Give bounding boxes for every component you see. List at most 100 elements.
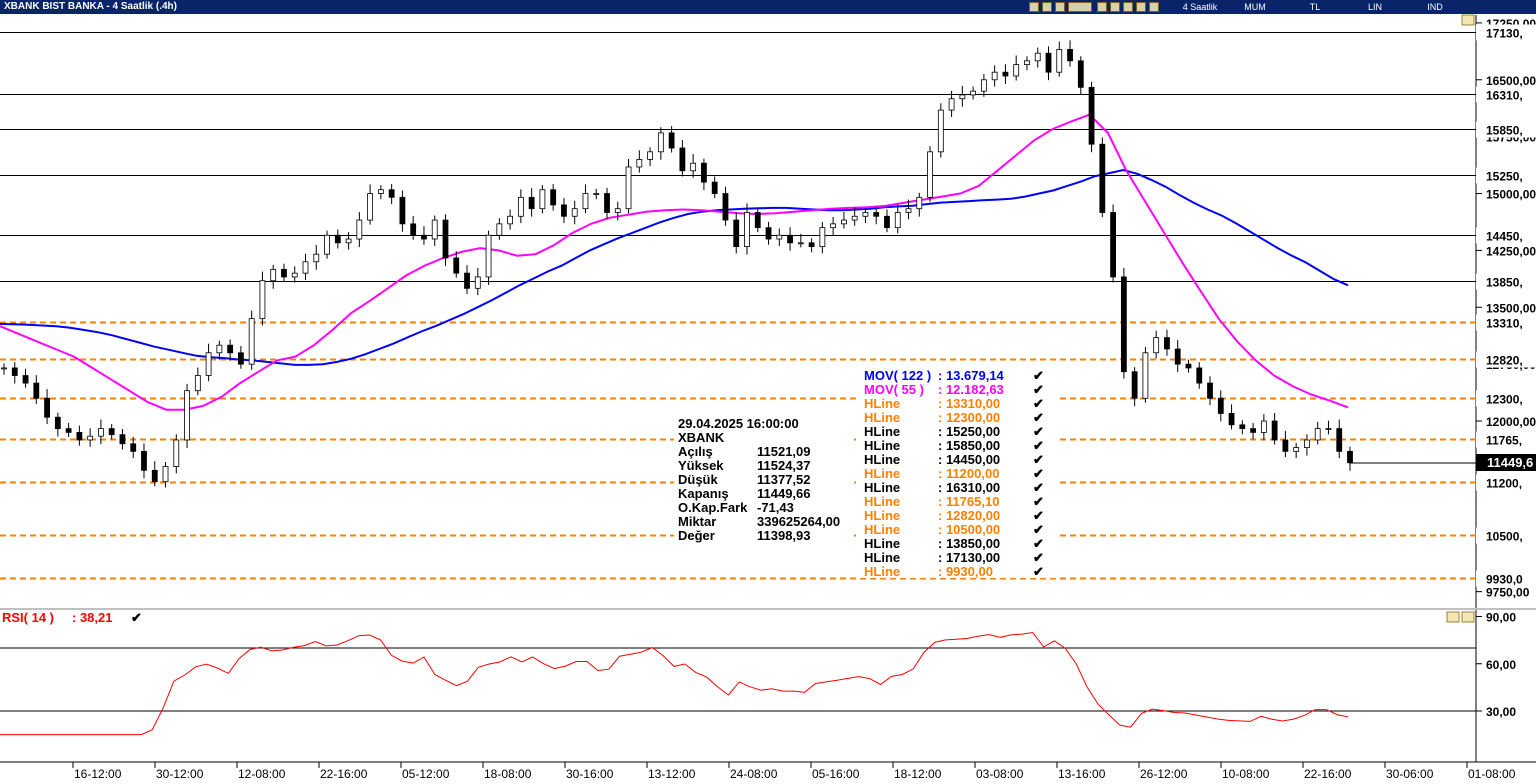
legend-value-7: : 11200,00: [938, 466, 999, 481]
candle-body-97: [1045, 52, 1052, 73]
candle-body-67: [722, 193, 729, 221]
tools-icon[interactable]: [1149, 2, 1159, 12]
candle-body-25: [270, 268, 277, 282]
hline-label-bg-5: [1476, 273, 1536, 290]
candle-body-115: [1239, 424, 1246, 430]
candle-body-1: [11, 367, 18, 376]
zoom-icon[interactable]: [1110, 2, 1120, 12]
scale-label[interactable]: LIN: [1367, 2, 1382, 12]
info-row-value-3: 11449,66: [757, 486, 811, 501]
legend-check-icon-13[interactable]: ✔: [1033, 550, 1044, 565]
rsi-tick-2: 30,00: [1486, 705, 1516, 719]
candle-body-102: [1099, 143, 1106, 213]
candle-body-29: [313, 253, 320, 263]
rsi-close-icon[interactable]: [1461, 611, 1475, 623]
legend-check-icon-1[interactable]: ✔: [1033, 382, 1044, 397]
hline-label-1: 16310,: [1486, 89, 1523, 103]
legend-check-icon-10[interactable]: ✔: [1033, 508, 1044, 523]
rsi-check-icon[interactable]: ✔: [131, 610, 142, 625]
candle-body-39: [421, 234, 427, 240]
candle-body-96: [1034, 52, 1041, 62]
time-tick-7: 13-12:00: [648, 767, 696, 781]
grid-icon[interactable]: [1097, 2, 1107, 12]
legend-check-icon-5[interactable]: ✔: [1033, 438, 1044, 453]
legend-check-icon-0[interactable]: ✔: [1033, 368, 1044, 383]
rsi-panel[interactable]: RSI( 14 ) : 38,21 ✔ 90,00 60,00 30,00: [0, 610, 1516, 736]
time-tick-5: 18-08:00: [484, 767, 532, 781]
candle-body-81: [873, 212, 880, 217]
legend-check-icon-2[interactable]: ✔: [1033, 396, 1044, 411]
time-tick-4: 05-12:00: [402, 767, 450, 781]
candle-body-82: [884, 215, 890, 229]
legend-value-0: : 13.679,14: [938, 368, 1005, 383]
candle-body-36: [388, 189, 395, 198]
legend-check-icon-9[interactable]: ✔: [1033, 494, 1044, 509]
candle-body-16: [173, 439, 180, 467]
legend-check-icon-12[interactable]: ✔: [1033, 536, 1044, 551]
time-tick-14: 10-08:00: [1222, 767, 1270, 781]
candle-body-66: [711, 181, 718, 194]
price-tick-1: 16500,00: [1486, 74, 1536, 88]
info-row-value-5: 339625264,00: [757, 514, 840, 529]
candle-body-40: [431, 219, 438, 240]
refresh-icon[interactable]: [1042, 2, 1052, 12]
legend-check-icon-7[interactable]: ✔: [1033, 466, 1044, 481]
time-tick-11: 03-08:00: [976, 767, 1024, 781]
candle-body-86: [927, 151, 933, 198]
legend-check-icon-8[interactable]: ✔: [1033, 480, 1044, 495]
candle-body-104: [1120, 276, 1127, 373]
legend-check-icon-11[interactable]: ✔: [1033, 522, 1044, 537]
info-row-label-2: Düşük: [678, 472, 719, 487]
pencil-icon[interactable]: [1136, 2, 1146, 12]
candle-body-77: [830, 223, 837, 229]
candle-body-30: [324, 234, 330, 255]
candle-label[interactable]: MUM: [1244, 2, 1266, 12]
candle-body-57: [614, 208, 621, 213]
candle-body-64: [690, 162, 697, 172]
candle-body-75: [808, 242, 815, 248]
candle-body-116: [1250, 428, 1256, 433]
candle-body-63: [679, 147, 686, 172]
period-label[interactable]: 4 Saatlik: [1182, 2, 1218, 12]
candle-body-61: [657, 132, 664, 153]
info-datetime: 29.04.2025 16:00:00: [678, 416, 799, 431]
panel-settings-icon[interactable]: [1461, 14, 1475, 26]
candle-body-70: [754, 212, 761, 229]
legend-check-icon-14[interactable]: ✔: [1033, 564, 1044, 579]
indicator-label[interactable]: IND: [1427, 2, 1443, 12]
candle-body-45: [485, 234, 492, 278]
time-tick-12: 13-16:00: [1058, 767, 1106, 781]
time-tick-16: 30-06:00: [1386, 767, 1434, 781]
candle-body-99: [1067, 49, 1073, 62]
candle-body-111: [1196, 367, 1203, 384]
hline-label-11: 10500,: [1486, 530, 1523, 544]
hline-label-bg-10: [1476, 474, 1536, 491]
legend-value-4: : 15250,00: [938, 424, 1000, 439]
candle-body-106: [1142, 352, 1149, 399]
legend-check-icon-3[interactable]: ✔: [1033, 410, 1044, 425]
legend-check-icon-6[interactable]: ✔: [1033, 452, 1044, 467]
time-tick-17: 01-08:00: [1468, 767, 1516, 781]
draw-icon[interactable]: [1123, 2, 1133, 12]
candle-body-120: [1293, 447, 1300, 452]
candle-body-48: [517, 196, 524, 217]
legend-check-icon-4[interactable]: ✔: [1033, 424, 1044, 439]
time-tick-1: 30-12:00: [156, 767, 204, 781]
period-select-icon[interactable]: [1068, 2, 1092, 12]
candle-body-105: [1131, 371, 1138, 399]
legend-name-6: HLine: [864, 452, 900, 467]
candle-body-117: [1260, 420, 1267, 433]
legend-name-4: HLine: [864, 424, 900, 439]
hline-labels: 17130, 16310, 15850, 15250, 14450, 13850, 1331…: [1476, 24, 1536, 587]
chart-type-icon[interactable]: [1029, 2, 1039, 12]
rsi-settings-icon[interactable]: [1446, 611, 1460, 623]
price-tick-5: 13500,00: [1486, 301, 1536, 315]
indicator-icon[interactable]: [1055, 2, 1065, 12]
currency-label[interactable]: TL: [1309, 2, 1321, 12]
candle-body-83: [894, 212, 901, 229]
candle-body-3: [33, 382, 40, 399]
legend-name-11: HLine: [864, 522, 900, 537]
candle-body-13: [141, 450, 147, 471]
info-row-value-6: 11398,93: [757, 528, 811, 543]
